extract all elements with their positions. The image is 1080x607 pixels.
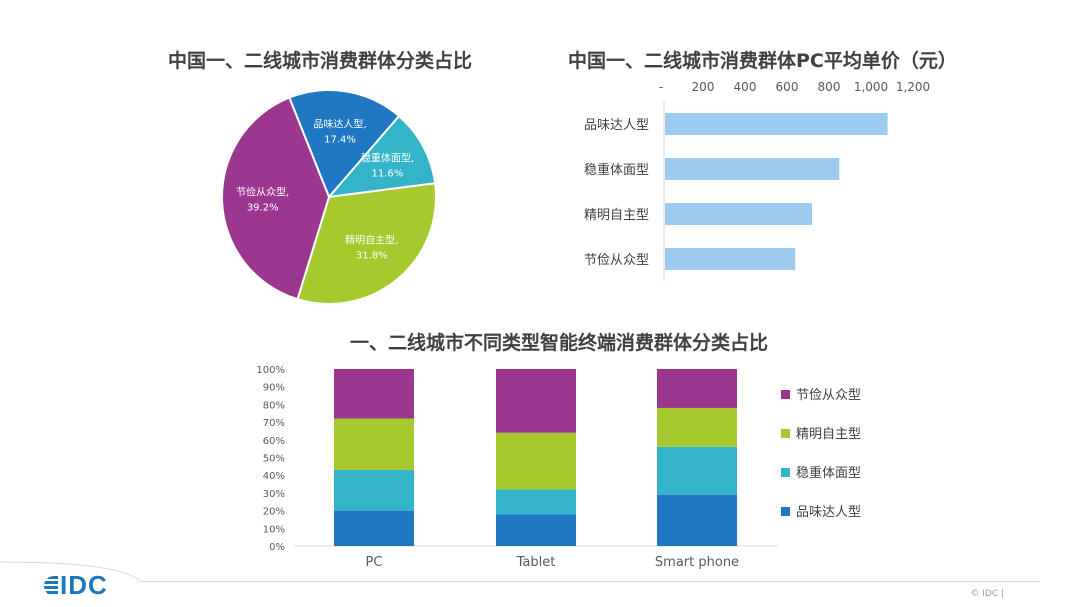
hbar-category-label: 节俭从众型 [584,252,649,268]
stacked-ytick-label: 100% [256,365,285,376]
pie-slice-name-label: 稳重体面型, [361,152,414,165]
pie-slice-name-label: 节俭从众型, [236,186,289,199]
pie-slice-value-label: 31.8% [356,251,388,262]
stacked-ytick-label: 60% [263,436,285,447]
stacked-segment-2-3 [496,432,576,490]
stacked-segment-3-1 [657,494,737,546]
hbar-tick-label: 400 [734,80,757,94]
pie-slice-1 [288,89,401,199]
pie-slice-value-label: 11.6% [372,169,404,180]
logo-text: IDC [60,570,108,600]
stacked-segment-3-3 [657,407,737,447]
stacked-segment-2-2 [496,489,576,515]
pie-slice-value-label: 39.2% [247,203,279,214]
stacked-segment-1-4 [334,369,414,419]
hbar-bar-1 [665,113,888,135]
stacked-chart-title: 一、二线城市不同类型智能终端消费群体分类占比 [350,332,769,354]
hbar-tick-label: 1,200 [896,80,930,94]
legend-label: 精明自主型 [796,427,861,442]
stacked-segment-2-4 [496,369,576,433]
stacked-ytick-label: 70% [263,418,285,429]
stacked-category-label: Tablet [516,555,556,570]
legend-swatch [781,429,790,438]
hbar-bar-2 [665,158,840,180]
hbar-tick-label: 1,000 [854,80,888,94]
stacked-ytick-label: 40% [263,471,285,482]
pie-chart-title: 中国一、二线城市消费群体分类占比 [168,50,473,72]
hbar-tick-label: 200 [692,80,715,94]
hbar-category-label: 品味达人型 [584,118,649,133]
footer-swoosh [0,561,141,582]
idc-logo: IDC [44,570,108,601]
pie-slice-3 [296,182,437,305]
legend-swatch [781,507,790,516]
pie-slice-2 [326,114,437,199]
stacked-segment-1-2 [334,469,414,511]
stacked-category-label: PC [366,555,383,570]
pie-slice-name-label: 品味达人型, [313,118,366,131]
hbar-category-label: 精明自主型 [584,208,649,223]
stacked-ytick-label: 10% [263,524,285,535]
logo-mark-icon [44,575,58,596]
hbar-tick-label: - [659,80,663,94]
stacked-segment-3-2 [657,446,737,495]
stacked-segment-2-1 [496,514,576,546]
legend-swatch [781,468,790,477]
hbar-chart-title: 中国一、二线城市消费群体PC平均单价（元） [568,50,957,72]
pie-slice-4 [221,96,331,301]
copyright-text: © IDC | [970,589,1004,599]
hbar-bar-4 [665,248,796,270]
legend-swatch [781,390,790,399]
stacked-ytick-label: 80% [263,400,285,411]
legend-label: 稳重体面型 [796,465,861,481]
stacked-ytick-label: 20% [263,507,285,518]
stacked-segment-1-1 [334,510,414,546]
hbar-tick-label: 600 [776,80,799,94]
legend-label: 品味达人型 [796,505,861,520]
stacked-segment-1-3 [334,418,414,470]
stacked-ytick-label: 30% [263,489,285,500]
hbar-category-label: 稳重体面型 [584,162,649,178]
stacked-segment-3-4 [657,369,737,408]
stacked-category-label: Smart phone [655,555,739,570]
pie-slice-value-label: 17.4% [324,135,356,146]
stacked-ytick-label: 50% [263,454,285,465]
legend-label: 节俭从众型 [796,387,861,403]
stacked-ytick-label: 0% [269,542,285,553]
hbar-bar-3 [665,203,812,225]
pie-slice-name-label: 精明自主型, [345,234,398,247]
stacked-ytick-label: 90% [263,383,285,394]
hbar-tick-label: 800 [818,80,841,94]
footer-divider [140,581,1040,582]
